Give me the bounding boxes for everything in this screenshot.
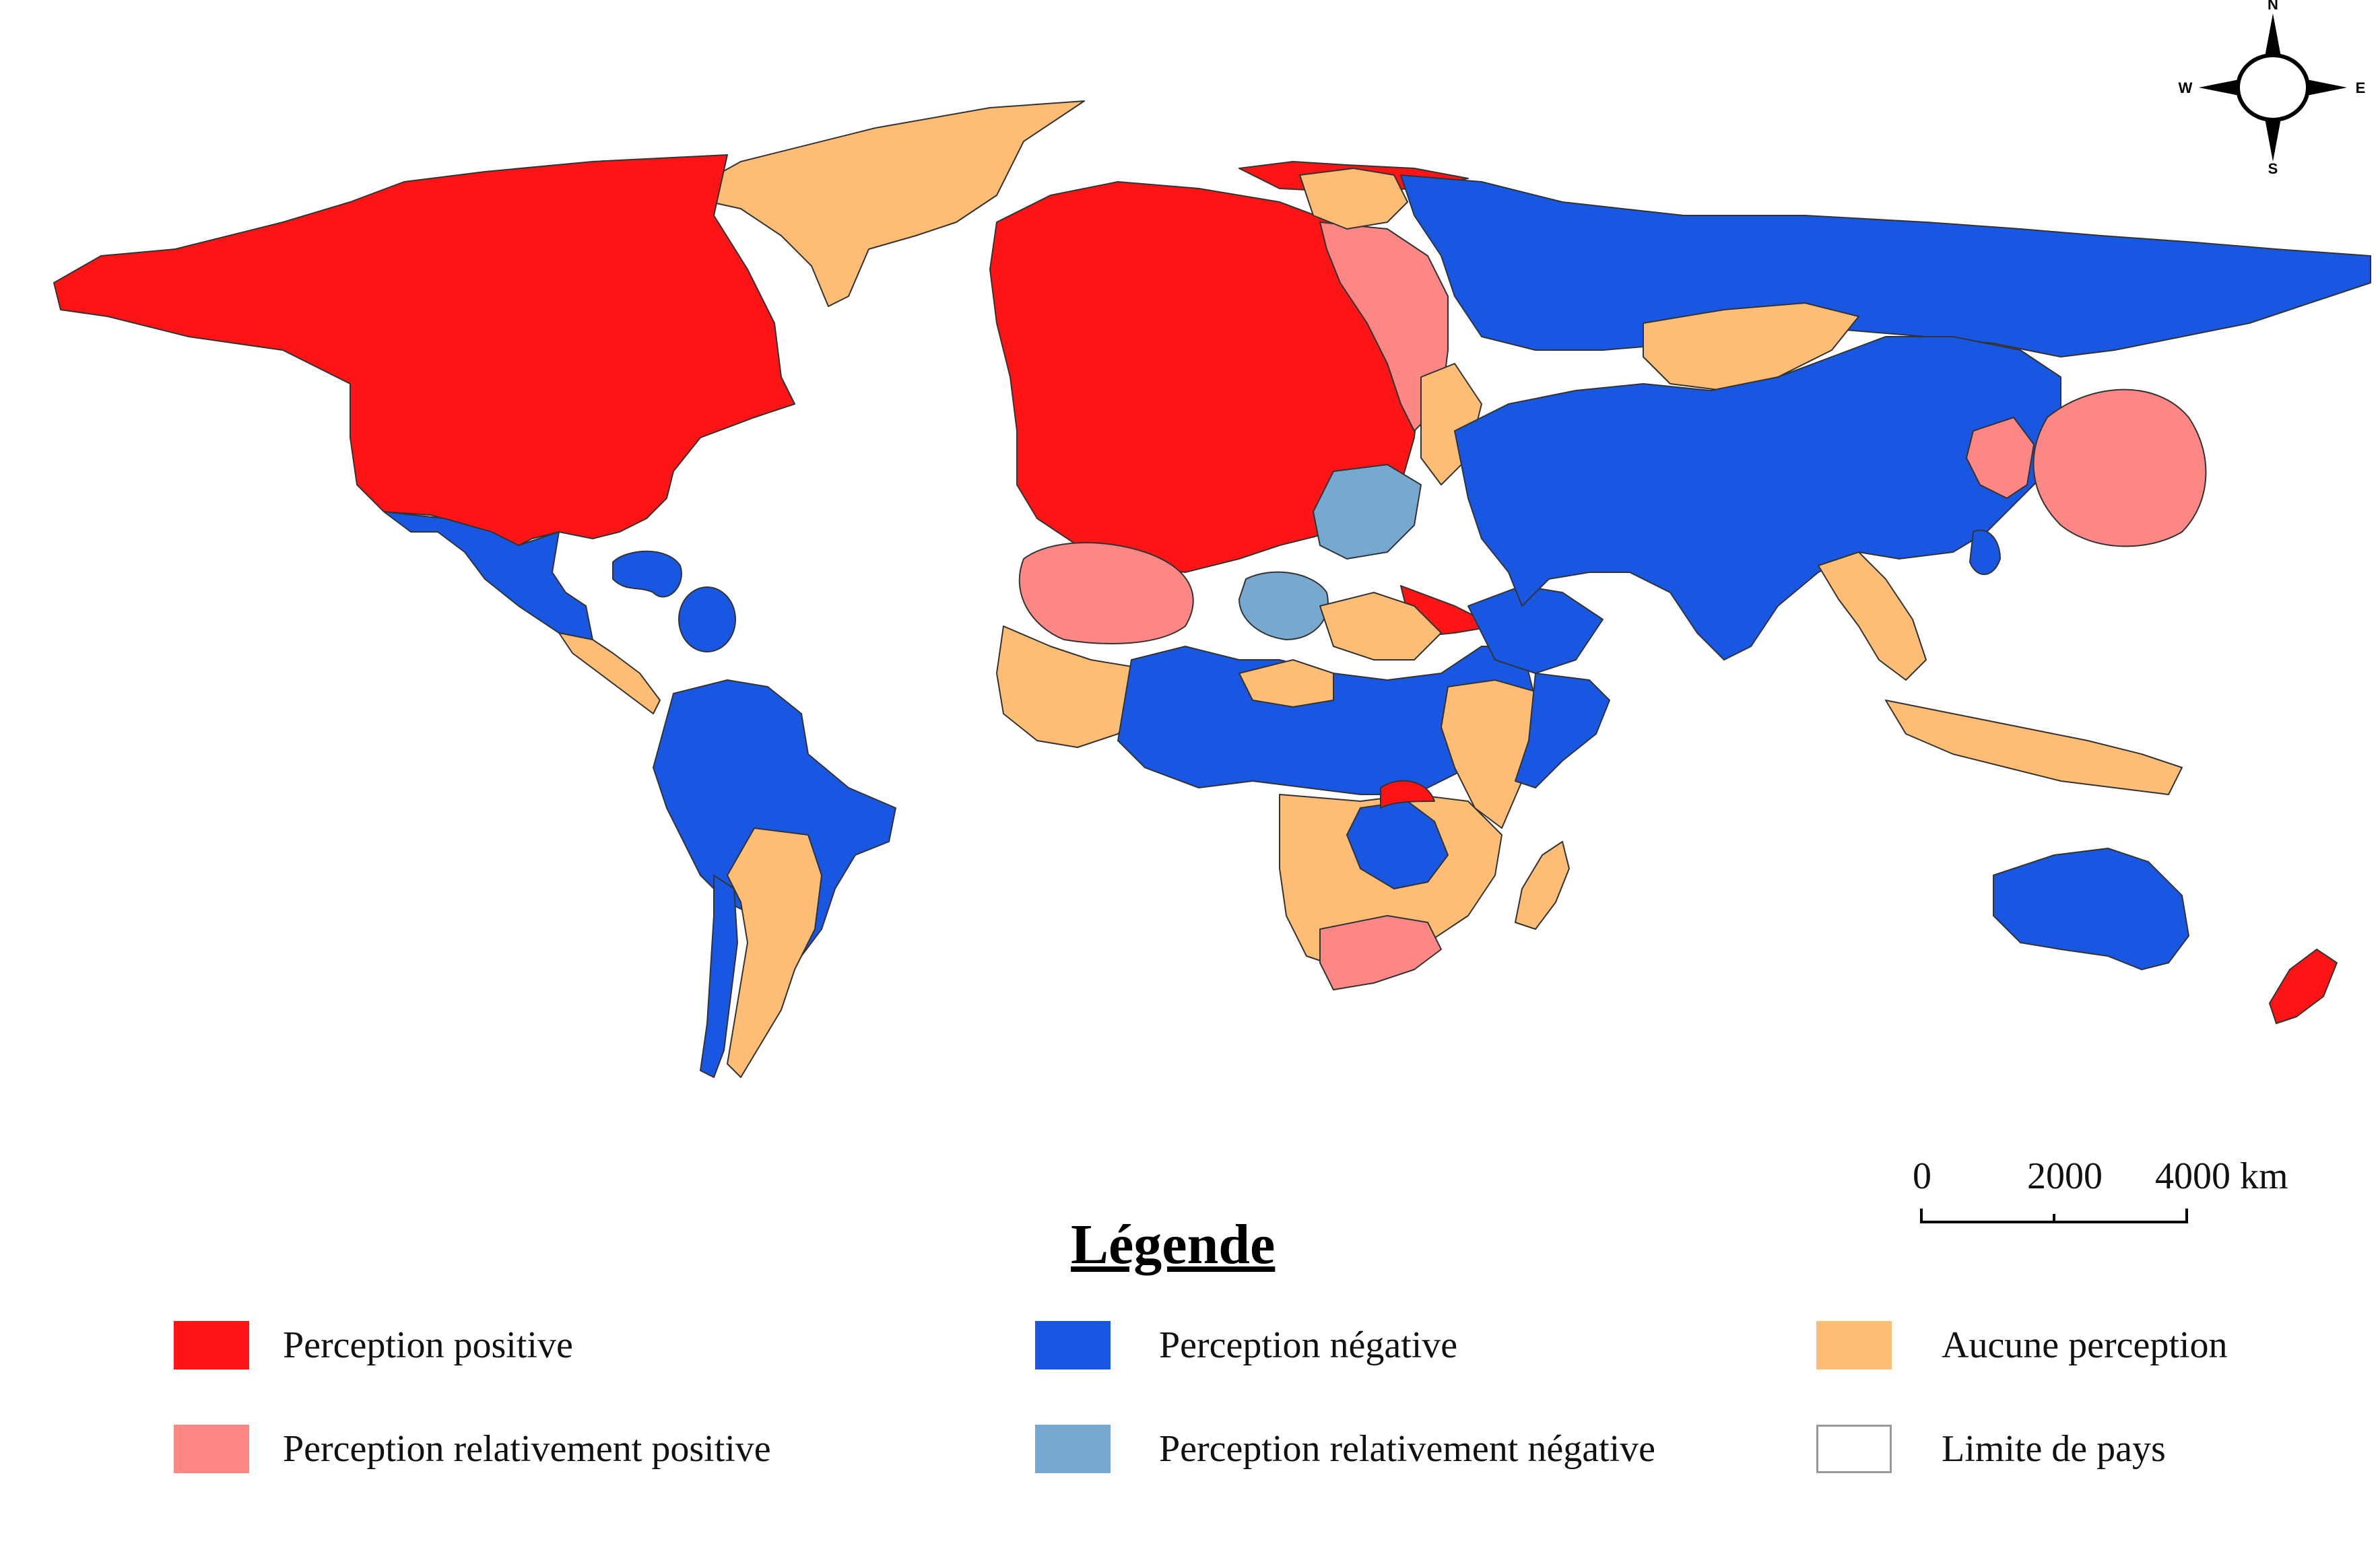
compass-south-arrow — [2263, 111, 2282, 162]
region-japan — [2032, 388, 2207, 547]
compass-center-ring — [2236, 53, 2310, 122]
region-uk-scandinavia — [1319, 222, 1449, 432]
scale-bar: 0 2000 4000 km — [1909, 1155, 2313, 1235]
scale-label-end: 4000 km — [2155, 1155, 2288, 1197]
legend-swatch-relatively-negative — [1035, 1425, 1111, 1473]
region-new-zealand — [2269, 949, 2338, 1024]
region-south-america-orange — [727, 827, 822, 1078]
region-iberia-scandinavia-orange — [1299, 168, 1408, 230]
region-north-africa-pink — [1018, 542, 1194, 644]
legend-label-positive: Perception positive — [283, 1324, 573, 1366]
cartogram-world-map — [53, 100, 2371, 1078]
region-russia — [1400, 174, 2371, 358]
legend-item-border: Limite de pays — [1816, 1425, 2166, 1473]
legend-swatch-positive — [174, 1321, 249, 1369]
legend-item-relatively-positive: Perception relativement positive — [174, 1425, 771, 1473]
compass-n-label: N — [2268, 0, 2278, 13]
legend-swatch-negative — [1035, 1321, 1111, 1369]
region-madagascar — [1515, 841, 1570, 930]
compass-s-label: S — [2268, 160, 2278, 175]
region-south-africa — [1319, 915, 1442, 990]
legend-swatch-relatively-positive — [174, 1425, 249, 1473]
region-taiwan — [1966, 417, 2035, 499]
region-central-america — [558, 632, 661, 714]
compass-north-arrow — [2263, 13, 2282, 64]
region-west-africa-orange — [996, 625, 1146, 748]
scale-bar-line — [1920, 1209, 2188, 1223]
region-libya — [1238, 571, 1329, 640]
compass-w-label: W — [2179, 79, 2193, 96]
region-middle-east-orange — [1319, 592, 1442, 661]
region-eastern-europe — [1313, 464, 1422, 560]
region-horn-blue — [1515, 673, 1610, 788]
legend-label-none: Aucune perception — [1942, 1324, 2228, 1366]
region-indonesia-orange — [1885, 700, 2183, 795]
legend-label-relatively-negative: Perception relativement négative — [1159, 1428, 1656, 1470]
region-caribbean-bubble — [678, 586, 736, 652]
legend-item-positive: Perception positive — [174, 1321, 573, 1369]
compass-west-arrow — [2199, 78, 2246, 97]
region-north-america — [53, 154, 795, 546]
region-australia — [1993, 848, 2189, 970]
region-southeast-asia-orange — [1818, 551, 1927, 681]
region-central-asia-orange — [1643, 302, 1859, 391]
legend-label-relatively-positive: Perception relativement positive — [283, 1428, 771, 1470]
legend-label-negative: Perception négative — [1159, 1324, 1458, 1366]
compass-e-label: E — [2356, 79, 2366, 96]
scale-label-mid: 2000 — [2027, 1155, 2103, 1197]
legend-title: Légende — [1071, 1213, 1276, 1276]
region-drc-blue — [1346, 801, 1449, 889]
legend-item-negative: Perception négative — [1035, 1321, 1457, 1369]
region-drc-red-circle — [1380, 780, 1435, 809]
region-east-africa-orange — [1441, 679, 1550, 829]
legend-item-relatively-negative: Perception relativement négative — [1035, 1425, 1655, 1473]
region-korea — [1969, 529, 2001, 576]
region-cuba — [612, 550, 682, 598]
region-greenland — [680, 100, 1085, 307]
scale-label-zero: 0 — [1913, 1155, 1931, 1197]
region-mexico — [383, 511, 593, 640]
compass-rose: N S W E — [2179, 0, 2366, 175]
legend-label-border: Limite de pays — [1942, 1428, 2166, 1470]
region-south-asia-blue — [1454, 336, 2061, 661]
region-chile — [700, 875, 738, 1078]
legend-swatch-none — [1816, 1321, 1892, 1369]
legend-item-none: Aucune perception — [1816, 1321, 2227, 1369]
region-central-africa-orange — [1238, 659, 1334, 708]
compass-east-arrow — [2300, 78, 2347, 97]
legend-swatch-border — [1816, 1425, 1892, 1473]
